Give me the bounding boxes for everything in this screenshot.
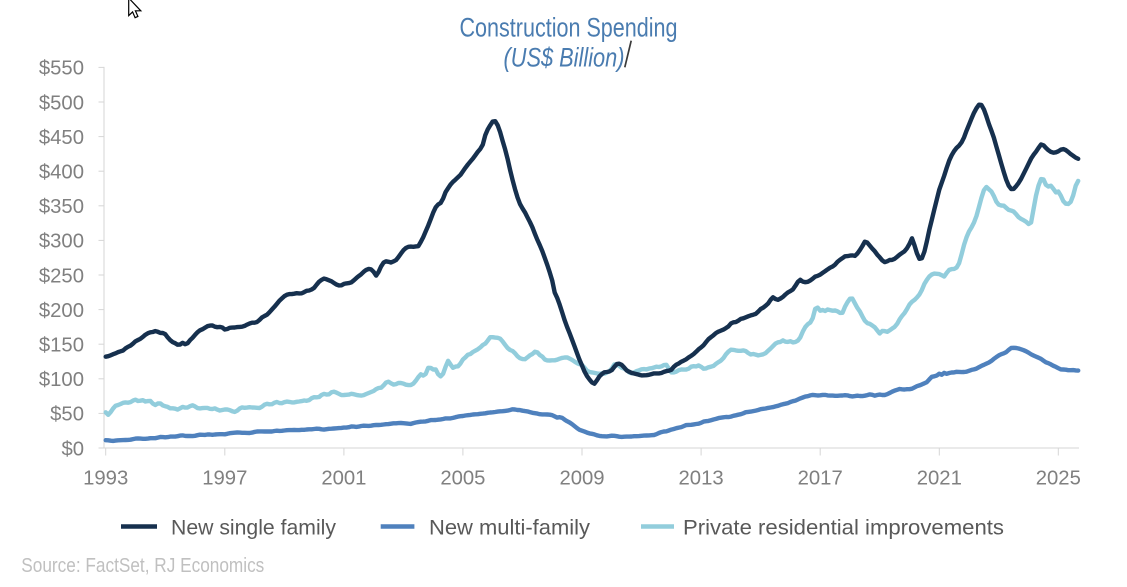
svg-text:Construction Spending: Construction Spending (460, 13, 678, 43)
svg-text:2001: 2001 (321, 468, 366, 490)
svg-text:(US$ Billion): (US$ Billion) (504, 43, 625, 73)
svg-text:1993: 1993 (83, 468, 128, 490)
svg-text:$500: $500 (39, 92, 84, 114)
svg-text:$0: $0 (61, 438, 84, 460)
svg-text:$200: $200 (39, 300, 84, 322)
svg-text:2009: 2009 (559, 468, 604, 490)
svg-text:$250: $250 (39, 265, 84, 287)
svg-text:$550: $550 (39, 58, 84, 80)
svg-text:2017: 2017 (798, 468, 843, 490)
svg-text:2013: 2013 (679, 468, 724, 490)
svg-text:$450: $450 (39, 127, 84, 149)
svg-text:$50: $50 (50, 404, 84, 426)
svg-text:$350: $350 (39, 196, 84, 218)
svg-text:2021: 2021 (917, 468, 962, 490)
svg-text:$300: $300 (39, 231, 84, 253)
svg-text:New single family: New single family (171, 516, 336, 540)
svg-text:Private residential improvemen: Private residential improvements (683, 516, 1004, 540)
svg-text:Source: FactSet, RJ Economics: Source: FactSet, RJ Economics (21, 554, 264, 577)
svg-text:$400: $400 (39, 162, 84, 184)
svg-text:2005: 2005 (440, 468, 485, 490)
svg-text:1997: 1997 (202, 468, 247, 490)
svg-text:$150: $150 (39, 335, 84, 357)
svg-text:2025: 2025 (1036, 468, 1081, 490)
svg-text:$100: $100 (39, 369, 84, 391)
svg-text:New multi-family: New multi-family (429, 516, 590, 540)
